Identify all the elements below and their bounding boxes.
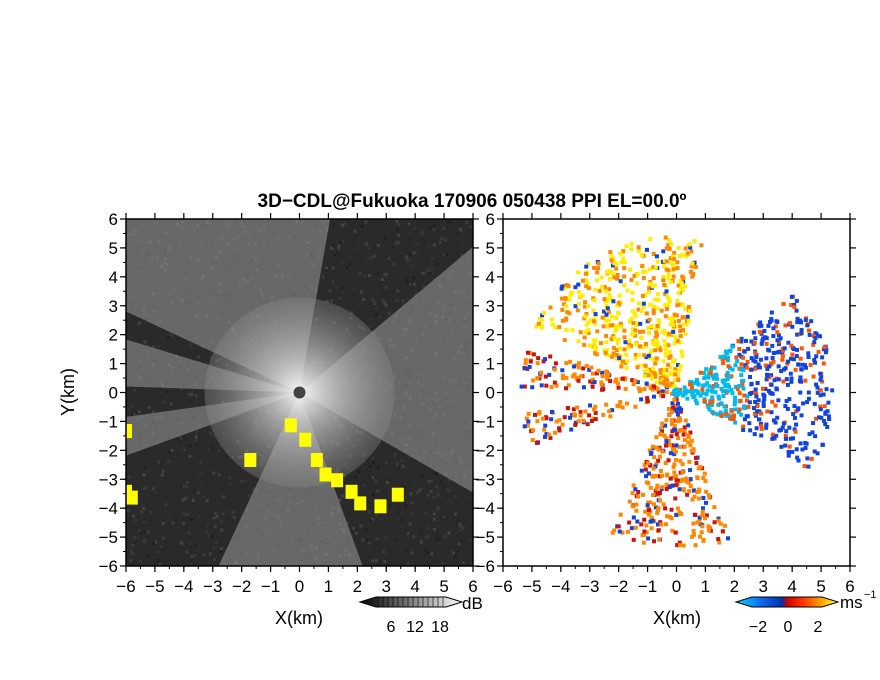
masked-region [319, 467, 332, 482]
y-tick-label: −6 [99, 557, 118, 576]
x-tick-label: −5 [522, 577, 541, 596]
y-tick-label: −2 [476, 441, 495, 460]
velocity-xlabel: X(km) [653, 608, 701, 628]
x-tick-label: 5 [439, 577, 448, 596]
velocity-colorbar-tick-label: 2 [814, 619, 823, 636]
masked-region [354, 496, 367, 511]
x-tick-label: 4 [410, 577, 419, 596]
y-tick-label: 6 [486, 210, 495, 229]
intensity-colorbar-tick-label: 6 [387, 619, 396, 636]
x-tick-label: 6 [845, 577, 854, 596]
x-tick-label: −6 [116, 577, 135, 596]
x-tick-label: −4 [551, 577, 570, 596]
y-tick-label: 0 [109, 384, 118, 403]
y-tick-label: 2 [109, 326, 118, 345]
y-tick-label: 1 [486, 355, 495, 374]
velocity-colorbar: ms −1 −2 0 2 [734, 589, 877, 636]
velocity-colorbar-tick-label: 0 [784, 619, 793, 636]
x-tick-label: 1 [701, 577, 710, 596]
y-tick-label: −1 [99, 412, 118, 431]
x-tick-label: 2 [730, 577, 739, 596]
y-tick-label: 6 [109, 210, 118, 229]
velocity-colorbar-unit-exp: −1 [864, 589, 877, 601]
masked-region [299, 432, 312, 447]
y-tick-label: −4 [99, 499, 118, 518]
y-tick-label: 3 [109, 297, 118, 316]
intensity-colorbar: dB 6 12 18 [358, 594, 483, 636]
y-tick-label: 3 [486, 297, 495, 316]
intensity-colorbar-tick-label: 12 [406, 619, 424, 636]
masked-region [244, 453, 257, 468]
chart-title: 3D−CDL@Fukuoka 170906 050438 PPI EL=00.0… [258, 191, 687, 212]
x-tick-label: −2 [609, 577, 628, 596]
x-tick-label: 5 [816, 577, 825, 596]
x-tick-label: 4 [787, 577, 796, 596]
y-tick-label: −5 [99, 528, 118, 547]
masked-region [374, 499, 387, 514]
y-tick-label: 5 [486, 239, 495, 258]
x-tick-label: 1 [324, 577, 333, 596]
x-tick-label: 3 [759, 577, 768, 596]
x-tick-label: 0 [295, 577, 304, 596]
masked-region [331, 473, 344, 488]
intensity-ylabel: Y(km) [58, 368, 78, 416]
intensity-colorbar-tick-label: 18 [431, 619, 449, 636]
x-tick-label: 0 [672, 577, 681, 596]
radar-site-marker [293, 386, 306, 399]
velocity-colorbar-tick-label: −2 [749, 619, 767, 636]
y-tick-label: −2 [99, 441, 118, 460]
masked-region [310, 453, 323, 468]
x-tick-label: 6 [468, 577, 477, 596]
y-tick-label: −3 [476, 470, 495, 489]
y-tick-label: 0 [486, 384, 495, 403]
masked-region [345, 484, 358, 499]
x-tick-label: 3 [382, 577, 391, 596]
intensity-echo-sector [126, 339, 300, 393]
x-tick-label: 2 [353, 577, 362, 596]
radar-site-marker [671, 387, 682, 398]
y-tick-label: −3 [99, 470, 118, 489]
y-tick-label: −4 [476, 499, 495, 518]
intensity-xlabel: X(km) [275, 608, 323, 628]
y-tick-label: 4 [109, 268, 118, 287]
masked-region [391, 487, 404, 502]
masked-region [126, 490, 138, 505]
y-tick-label: 5 [109, 239, 118, 258]
x-tick-label: −3 [203, 577, 222, 596]
y-tick-label: −5 [476, 528, 495, 547]
y-tick-label: 2 [486, 326, 495, 345]
x-tick-label: −2 [232, 577, 251, 596]
velocity-colorbar-unit: ms [840, 593, 863, 612]
y-tick-label: −6 [476, 557, 495, 576]
x-tick-label: −6 [493, 577, 512, 596]
x-tick-label: −3 [580, 577, 599, 596]
y-tick-label: −1 [476, 412, 495, 431]
x-tick-label: −4 [174, 577, 193, 596]
x-tick-label: −1 [638, 577, 657, 596]
y-tick-label: 4 [486, 268, 495, 287]
y-tick-label: 1 [109, 355, 118, 374]
x-tick-label: −5 [145, 577, 164, 596]
masked-region [126, 424, 132, 439]
intensity-colorbar-unit: dB [462, 594, 483, 613]
masked-region [284, 418, 297, 433]
x-tick-label: −1 [261, 577, 280, 596]
